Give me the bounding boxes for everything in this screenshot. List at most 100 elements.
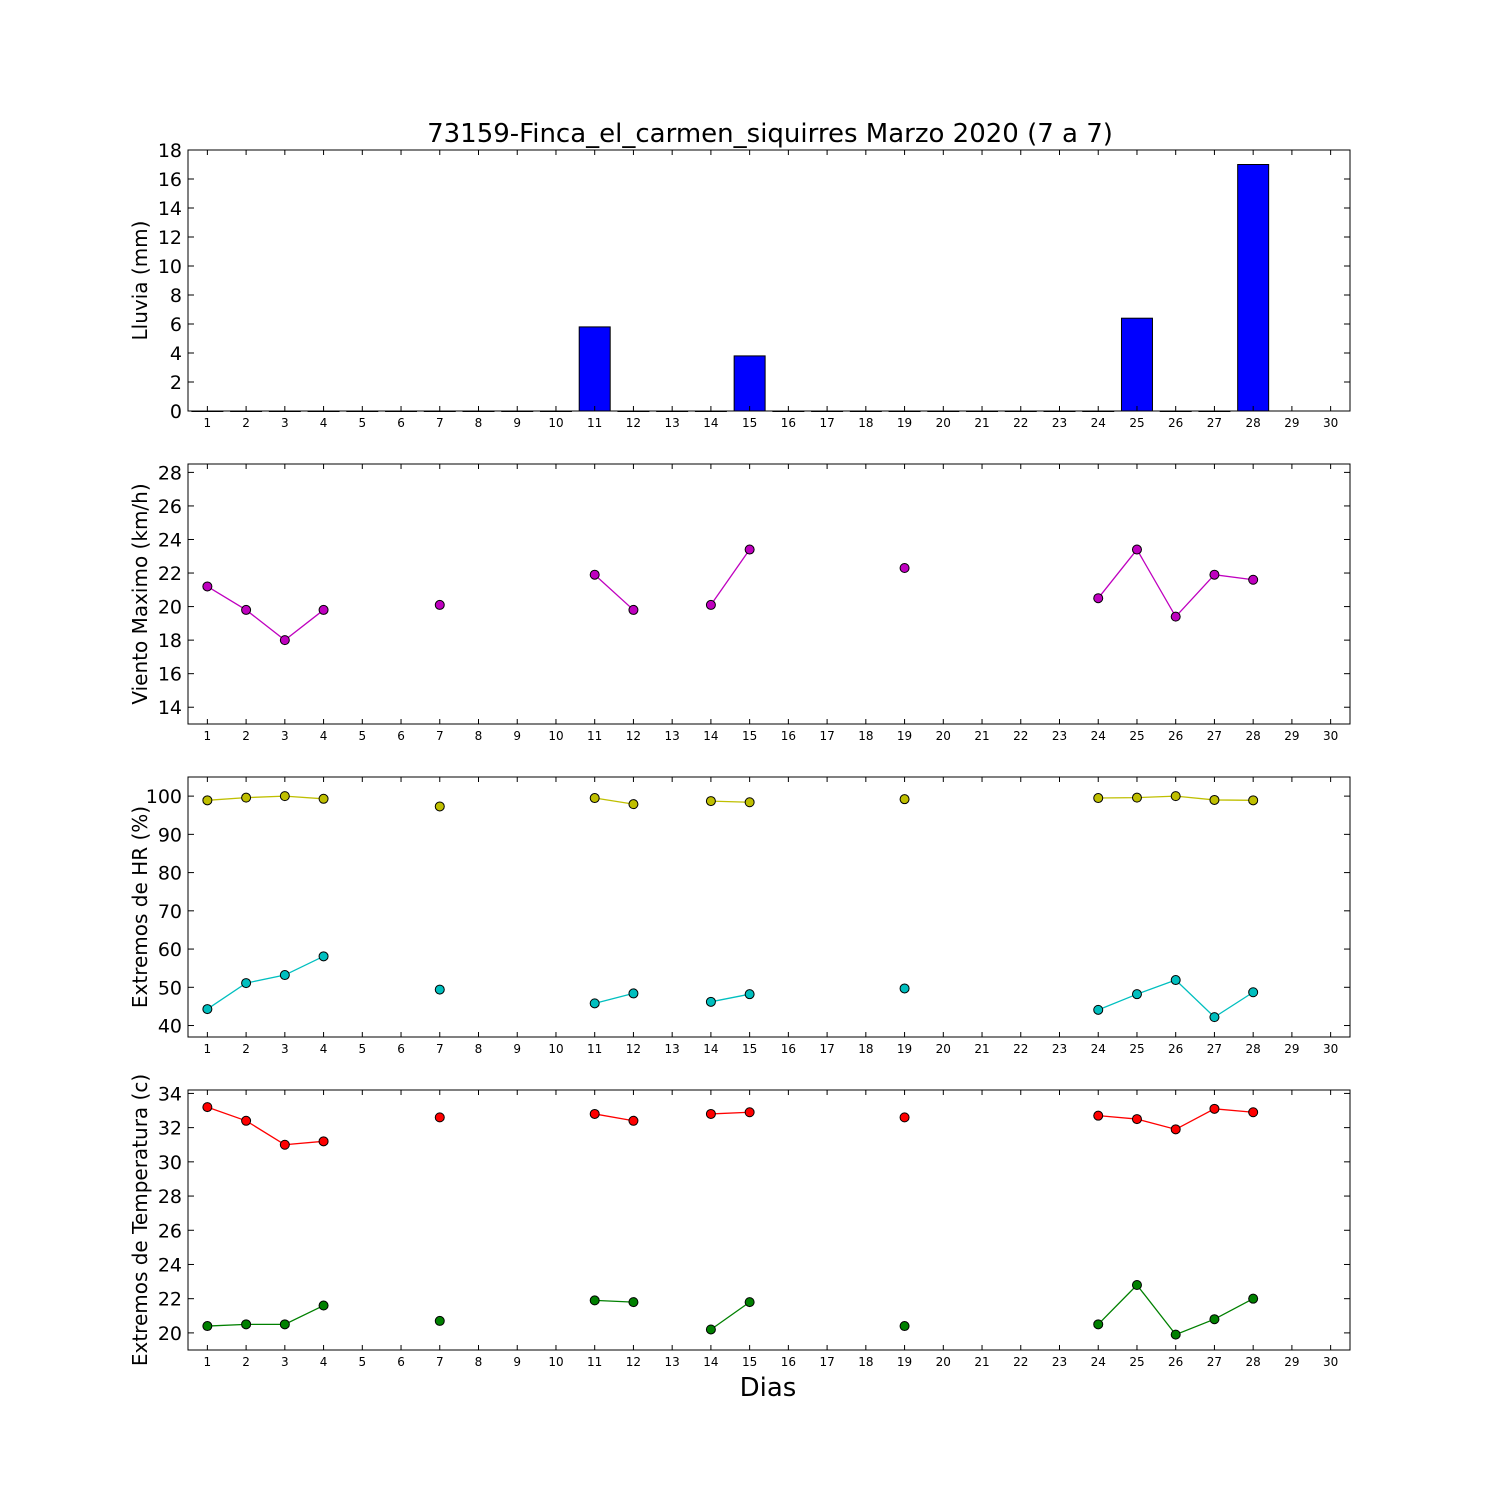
x-tick-label: 28	[1246, 416, 1261, 430]
x-tick-label: 28	[1246, 1355, 1261, 1369]
x-tick-label: 8	[475, 1355, 483, 1369]
point-s2-day-19	[899, 983, 910, 994]
x-tick-label: 2	[242, 416, 250, 430]
point-s1-day-4	[318, 793, 329, 804]
point-s1-day-7	[434, 599, 445, 610]
x-tick-label: 21	[974, 729, 989, 743]
series-line-1-1	[207, 795, 324, 801]
x-tick-label: 5	[358, 1042, 366, 1056]
x-tick-label: 13	[665, 729, 680, 743]
y-tick-label: 6	[170, 314, 182, 336]
x-tick-label: 2	[242, 729, 250, 743]
panel-3: 1 2 3 4 5 6 7 8 9 10 11 12 13 14 15 16 17 18 19 20 21 22 23 24 2…	[128, 776, 1351, 1056]
y-tick-label: 24	[158, 1254, 182, 1276]
x-tick-label: 11	[587, 1355, 602, 1369]
x-tick-label: 12	[626, 416, 641, 430]
x-tick-label: 6	[397, 1042, 405, 1056]
x-tick-label: 29	[1284, 416, 1299, 430]
x-tick-label: 7	[436, 416, 444, 430]
x-tick-label: 30	[1323, 416, 1338, 430]
series-line-1-1	[207, 585, 324, 641]
y-tick-label: 70	[158, 901, 182, 923]
point-s1-day-4	[318, 604, 329, 615]
y-tick-label: 30	[158, 1152, 182, 1174]
point-s2-day-7	[434, 984, 445, 995]
point-s1-day-3	[279, 791, 290, 802]
point-s2-day-28	[1248, 1293, 1259, 1304]
point-s2-day-26	[1170, 1329, 1181, 1340]
x-tick-label: 1	[204, 416, 212, 430]
point-s1-day-19	[899, 1112, 910, 1123]
x-tick-label: 10	[548, 1355, 563, 1369]
x-tick-label: 14	[703, 416, 718, 430]
point-s1-day-14	[705, 796, 716, 807]
x-tick-label: 16	[781, 1355, 796, 1369]
x-tick-label: 26	[1168, 416, 1183, 430]
x-tick-label: 16	[781, 729, 796, 743]
x-tick-label: 3	[281, 1042, 289, 1056]
point-s1-day-27	[1209, 794, 1220, 805]
x-tick-label: 8	[475, 1042, 483, 1056]
point-s1-day-12	[628, 1115, 639, 1126]
x-tick-label: 14	[703, 729, 718, 743]
x-tick-label: 19	[897, 1355, 912, 1369]
x-tick-label: 7	[436, 729, 444, 743]
x-tick-label: 21	[974, 1042, 989, 1056]
series-line-2-1	[207, 955, 324, 1010]
y-tick-label: 80	[158, 863, 182, 885]
point-s2-day-14	[705, 1324, 716, 1335]
series-line-2-6	[1097, 979, 1254, 1018]
x-tick-label: 21	[974, 1355, 989, 1369]
point-s2-day-27	[1209, 1314, 1220, 1325]
x-tick-label: 20	[936, 729, 951, 743]
panel-2: 1 2 3 4 5 6 7 8 9 10 11 12 13 14 15 16 17 18 19 20 21 22 23 24 2…	[128, 462, 1351, 743]
x-tick-label: 27	[1207, 1355, 1222, 1369]
point-s1-day-3	[279, 1139, 290, 1150]
point-s1-day-24	[1093, 593, 1104, 604]
x-tick-label: 2	[242, 1042, 250, 1056]
x-tick-label: 26	[1168, 1042, 1183, 1056]
x-tick-label: 26	[1168, 729, 1183, 743]
point-s1-day-7	[434, 801, 445, 812]
x-tick-label: 5	[358, 416, 366, 430]
x-tick-label: 18	[858, 729, 873, 743]
point-s2-day-26	[1170, 975, 1181, 986]
point-s2-day-12	[628, 988, 639, 999]
x-tick-label: 4	[320, 1042, 328, 1056]
point-s1-day-1	[202, 795, 213, 806]
x-tick-label: 16	[781, 1042, 796, 1056]
panel-1: 1 2 3 4 5 6 7 8 9 10 11 12 13 14 15 16 17 18 19 20 21 22 23 24 2…	[128, 140, 1351, 430]
point-s1-day-19	[899, 563, 910, 573]
y-tick-label: 22	[158, 1289, 182, 1311]
series-line-1-3	[594, 574, 634, 611]
x-tick-label: 14	[703, 1355, 718, 1369]
y-tick-label: 18	[158, 630, 182, 652]
point-s2-day-12	[628, 1297, 639, 1308]
point-s1-day-28	[1248, 574, 1259, 585]
x-tick-label: 27	[1207, 1042, 1222, 1056]
point-s2-day-4	[318, 951, 329, 962]
point-s2-day-4	[318, 1300, 329, 1311]
x-tick-label: 15	[742, 1355, 757, 1369]
x-tick-label: 23	[1052, 416, 1067, 430]
axes-frame	[187, 1089, 1351, 1351]
point-s1-day-3	[279, 635, 290, 646]
x-tick-label: 17	[819, 1042, 834, 1056]
x-tick-label: 11	[587, 416, 602, 430]
point-s1-day-11	[589, 1108, 600, 1119]
point-s1-day-2	[241, 1115, 252, 1126]
x-tick-label: 6	[397, 729, 405, 743]
y-tick-label: 8	[170, 285, 182, 307]
point-s2-day-3	[279, 970, 290, 981]
point-s2-day-2	[241, 978, 252, 989]
x-axis-label: Dias	[740, 1373, 797, 1403]
panel-4: 1 2 3 4 5 6 7 8 9 10 11 12 13 14 15 16 17 18 19 20 21 22 23 24 2…	[128, 1074, 1351, 1369]
point-s1-day-11	[589, 793, 600, 804]
y-tick-label: 2	[170, 372, 182, 394]
axes-frame	[187, 463, 1351, 725]
point-s1-day-12	[628, 604, 639, 615]
y-tick-label: 4	[170, 343, 182, 365]
y-tick-label: 28	[158, 1186, 182, 1208]
x-tick-label: 22	[1013, 416, 1028, 430]
series-line-1-4	[710, 1111, 750, 1115]
